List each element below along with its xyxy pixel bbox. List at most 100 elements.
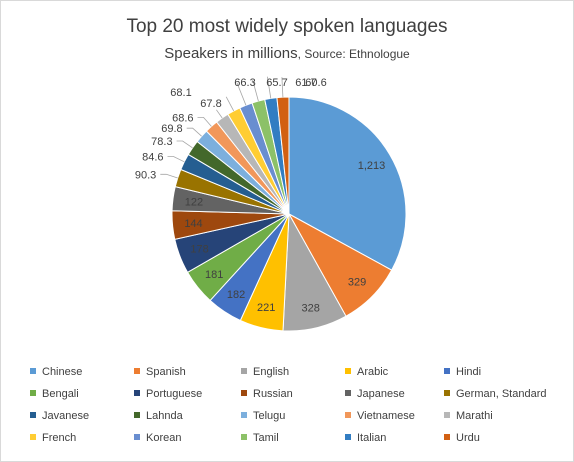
legend-item-english: English [241,366,289,378]
legend-label: Tamil [253,432,279,444]
legend-swatch [134,368,140,375]
legend-swatch [30,412,36,419]
data-labels: 1,213 329 328 221 182 181 178 144 122 90.3 84.6 78.… [135,77,385,314]
data-label-telugu: 69.8 [161,123,182,135]
data-label-french: 67.8 [200,98,221,110]
legend-item-italian: Italian [345,432,386,444]
chart-source: Source: Ethnologue [304,47,410,61]
legend-label: English [253,366,290,378]
pie-slice-chinese [288,96,407,271]
data-label-portuguese: 178 [190,244,208,256]
legend-label: Italian [357,432,387,444]
legend-label: Marathi [456,410,493,422]
data-label-hindi: 182 [227,289,245,301]
legend-item-arabic: Arabic [345,366,388,378]
data-label-spanish: 329 [348,277,366,289]
data-label-bengali: 181 [205,269,223,281]
legend-item-telugu: Telugu [241,410,285,422]
legend-swatch [241,368,247,375]
legend-item-hindi: Hindi [444,366,481,378]
leader-line-urdu [281,77,284,98]
data-label-german-standard: 90.3 [135,169,156,181]
leader-lines [160,76,284,179]
data-label-marathi: 68.1 [170,87,191,99]
data-label-vietnamese: 68.6 [172,112,193,124]
data-label-arabic: 221 [257,302,275,314]
legend-label: German, Standard [456,388,547,400]
legend-label: Vietnamese [357,410,415,422]
leader-line-javanese [167,156,185,163]
legend-swatch [444,390,450,397]
legend-swatch [241,390,247,397]
data-label-italian: 61.7 [295,77,316,89]
legend-label: Arabic [357,366,389,378]
legend-item-japanese: Japanese [345,388,405,400]
legend-item-vietnamese: Vietnamese [345,410,415,422]
leader-line-telugu [186,127,202,137]
legend-item-german-standard: German, Standard [444,388,547,400]
chart-subtitle-line: Speakers in millions, Source: Ethnologue [164,45,410,62]
legend-swatch [345,412,351,419]
legend-swatch [30,390,36,397]
legend-item-portuguese: Portuguese [134,388,202,400]
data-label-japanese: 122 [185,196,203,208]
legend-label: Javanese [42,410,90,422]
legend-item-tamil: Tamil [241,432,279,444]
legend-label: French [42,432,77,444]
legend-swatch [134,390,140,397]
legend-swatch [30,368,36,375]
legend-item-javanese: Javanese [30,410,89,422]
leader-line-french [225,96,235,112]
chart-subtitle: Speakers in millions [164,45,298,62]
legend-item-chinese: Chinese [30,366,82,378]
legend-swatch [241,412,247,419]
leader-line-italian [267,76,272,99]
leader-line-marathi [216,109,223,119]
legend-item-korean: Korean [134,432,181,444]
legend-item-french: French [30,432,76,444]
legend-label: Portuguese [146,388,203,400]
legend-swatch [134,412,140,419]
data-label-korean: 66.3 [234,77,255,89]
data-label-russian: 144 [184,218,202,230]
data-label-english: 328 [302,302,320,314]
legend-swatch [444,434,450,441]
legend-label: Hindi [456,366,482,378]
legend-label: Telugu [253,410,286,422]
legend-swatch [30,434,36,441]
leader-line-german-standard [160,173,178,179]
legend-label: Bengali [42,388,79,400]
leader-line-vietnamese [197,117,212,127]
legend-swatch [444,412,450,419]
data-label-chinese: 1,213 [358,160,386,172]
legend-label: Korean [146,432,182,444]
legend-label: Lahnda [146,410,183,422]
legend-swatch [345,390,351,397]
legend-label: Spanish [146,366,186,378]
legend-swatch [444,368,450,375]
legend-item-russian: Russian [241,388,293,400]
legend-item-urdu: Urdu [444,432,480,444]
legend-swatch [134,434,140,441]
legend-item-marathi: Marathi [444,410,493,422]
legend-item-spanish: Spanish [134,366,186,378]
data-label-lahnda: 78.3 [151,136,172,148]
legend-label: Urdu [456,432,480,444]
legend-swatch [241,434,247,441]
legend-label: Chinese [42,366,83,378]
legend-swatch [345,368,351,375]
legend-label: Russian [253,388,293,400]
leader-line-korean [236,82,247,106]
legend-label: Japanese [357,388,405,400]
pie-slices [171,96,407,332]
legend-item-lahnda: Lahnda [134,410,183,422]
leader-line-lahnda [176,140,193,149]
legend-item-bengali: Bengali [30,388,79,400]
data-label-javanese: 84.6 [142,152,163,164]
legend-swatch [345,434,351,441]
data-label-urdu: 60.6 [305,77,326,89]
leader-line-tamil [252,79,259,102]
chart-title: Top 20 most widely spoken languages [126,16,448,37]
data-label-tamil: 65.7 [266,77,287,89]
